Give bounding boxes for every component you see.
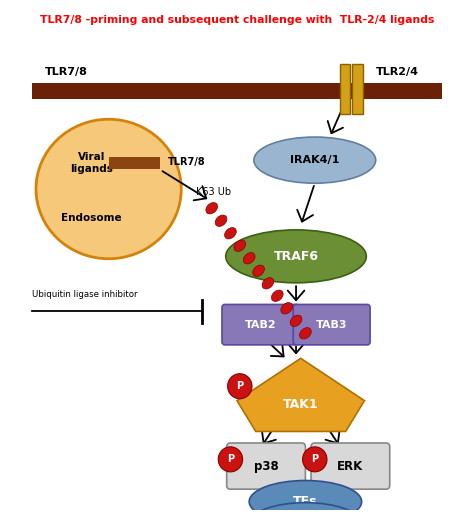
Ellipse shape xyxy=(290,315,302,326)
Bar xyxy=(109,157,160,169)
Ellipse shape xyxy=(262,278,274,289)
Ellipse shape xyxy=(253,265,264,277)
Ellipse shape xyxy=(272,290,283,302)
Text: TAB2: TAB2 xyxy=(245,320,276,330)
Text: TLR2/4: TLR2/4 xyxy=(376,67,419,77)
Text: TLR7/8: TLR7/8 xyxy=(168,157,205,167)
Text: P: P xyxy=(227,454,234,464)
Ellipse shape xyxy=(249,480,362,523)
Ellipse shape xyxy=(302,447,327,472)
Ellipse shape xyxy=(228,373,252,399)
Bar xyxy=(352,64,363,114)
Ellipse shape xyxy=(226,230,366,283)
Text: ERK: ERK xyxy=(337,460,364,472)
Ellipse shape xyxy=(249,503,362,529)
Bar xyxy=(32,83,442,98)
Text: p38: p38 xyxy=(254,460,278,472)
FancyBboxPatch shape xyxy=(311,443,390,489)
Text: TFs: TFs xyxy=(293,495,318,508)
Text: IRAK4/1: IRAK4/1 xyxy=(290,155,339,165)
Text: K63 Ub: K63 Ub xyxy=(196,187,231,197)
Text: TLR7/8: TLR7/8 xyxy=(45,67,88,77)
Text: TRAF6: TRAF6 xyxy=(273,250,319,263)
Text: TLR7/8 -priming and subsequent challenge with  TLR-2/4 ligands: TLR7/8 -priming and subsequent challenge… xyxy=(40,15,434,25)
Bar xyxy=(340,64,350,114)
Text: TAK1: TAK1 xyxy=(283,398,319,411)
Polygon shape xyxy=(237,358,365,432)
Ellipse shape xyxy=(206,203,218,214)
Text: P: P xyxy=(236,381,243,391)
Text: Viral
ligands: Viral ligands xyxy=(70,152,113,174)
Ellipse shape xyxy=(225,227,237,239)
FancyBboxPatch shape xyxy=(293,305,370,345)
Ellipse shape xyxy=(254,137,376,183)
Ellipse shape xyxy=(234,240,246,251)
Text: Endosome: Endosome xyxy=(62,213,122,223)
Ellipse shape xyxy=(281,303,292,314)
FancyBboxPatch shape xyxy=(222,305,299,345)
Ellipse shape xyxy=(218,447,243,472)
Ellipse shape xyxy=(300,327,311,339)
Text: P: P xyxy=(311,454,319,464)
Ellipse shape xyxy=(215,215,227,226)
Text: TFs: TFs xyxy=(293,517,318,529)
Ellipse shape xyxy=(243,252,255,264)
Text: Ubiquitin ligase inhibitor: Ubiquitin ligase inhibitor xyxy=(32,290,137,299)
Text: TAB3: TAB3 xyxy=(316,320,347,330)
Ellipse shape xyxy=(36,119,181,259)
FancyBboxPatch shape xyxy=(227,443,305,489)
